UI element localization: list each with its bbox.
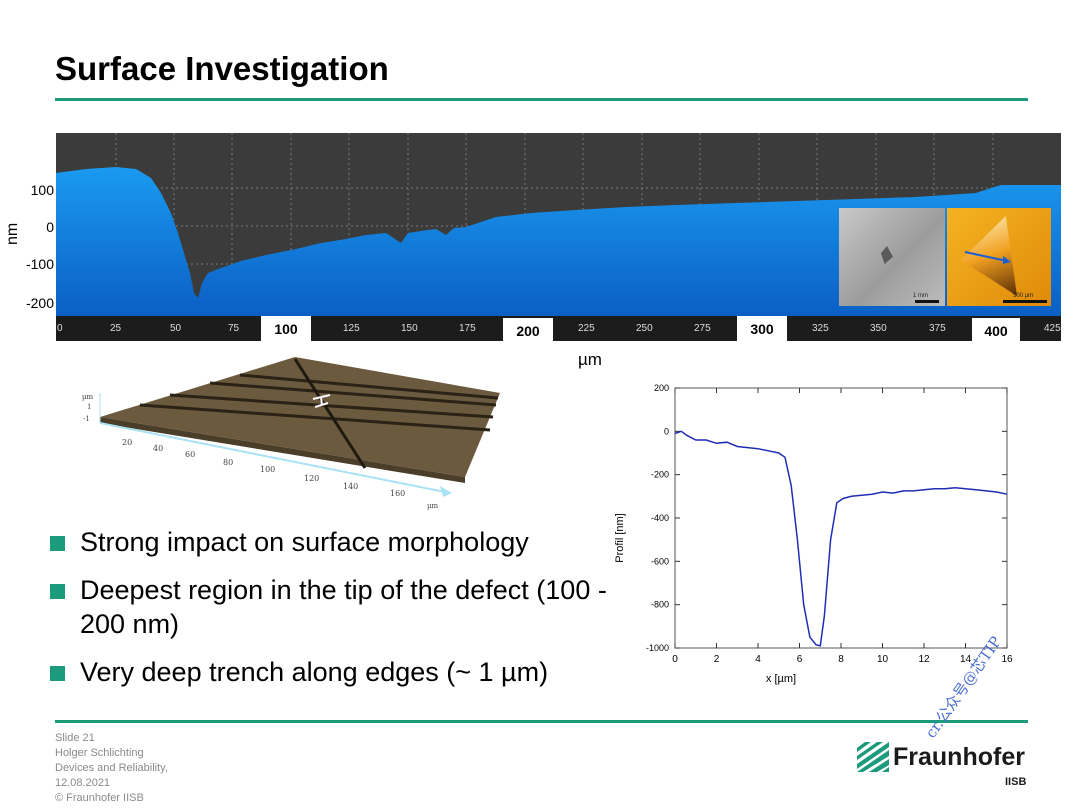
footer-copyright: © Fraunhofer IISB	[55, 792, 144, 804]
sem-scale-label: 1 mm	[913, 293, 928, 299]
profile-x-tick-major: 300	[737, 316, 787, 342]
x-tick-3d: 40	[153, 444, 163, 453]
y-tick-label: -400	[651, 513, 669, 523]
y-tick-label: -200	[651, 470, 669, 480]
bullet-item: Very deep trench along edges (~ 1 µm)	[50, 655, 610, 689]
footer-author: Holger Schlichting	[55, 747, 144, 759]
series-line	[674, 430, 1008, 647]
profile-x-tick: 350	[870, 323, 887, 334]
y-axis-label: Profil [nm]	[614, 513, 626, 563]
x-tick-label: 12	[918, 654, 930, 665]
profile-x-tick: 150	[401, 323, 418, 334]
profile-x-tick: 25	[110, 323, 122, 334]
profile-x-tick: 425	[1044, 323, 1061, 334]
x-tick-label: 4	[755, 654, 761, 665]
x-tick-3d: 20	[122, 438, 132, 447]
slide-number: Slide 21	[55, 732, 95, 744]
profile-x-tick: 175	[459, 323, 476, 334]
bullet-marker	[50, 666, 65, 681]
x-tick-label: 10	[877, 654, 889, 665]
measurement-arrow	[964, 251, 1011, 264]
profile-x-tick: 225	[578, 323, 595, 334]
z-unit: µm	[82, 393, 94, 401]
profile-x-tick-major: 100	[261, 316, 311, 342]
profile-x-tick: 75	[228, 323, 240, 334]
afm-inset-image: 500 µm	[947, 208, 1051, 306]
footer-date: 12.08.2021	[55, 777, 111, 789]
y-tick-label: 0	[664, 426, 669, 436]
footer: Slide 21 Holger Schlichting Devices and …	[55, 731, 168, 806]
x-tick-label: 2	[714, 654, 720, 665]
logo-sub: IISB	[1005, 776, 1027, 788]
bullet-marker	[50, 584, 65, 599]
z-tick: -1	[83, 415, 90, 423]
x-tick-label: 8	[838, 654, 844, 665]
afm-scale-label: 500 µm	[1013, 293, 1034, 299]
y-tick-label: -800	[651, 600, 669, 610]
profile-x-tick: 250	[636, 323, 653, 334]
fraunhofer-logo-icon	[857, 742, 889, 772]
bullet-item: Strong impact on surface morphology	[50, 525, 610, 559]
sem-scale-bar	[915, 300, 939, 303]
bullet-marker	[50, 536, 65, 551]
x-tick-3d: 80	[223, 458, 233, 467]
defect-shape	[881, 246, 893, 264]
profile-x-tick: 325	[812, 323, 829, 334]
chart-frame	[674, 387, 1008, 649]
y-tick-label: 200	[654, 383, 669, 393]
x-tick-3d: 120	[304, 474, 319, 483]
profile-y-tick: -200	[25, 295, 54, 311]
profile-x-tick: 125	[343, 323, 360, 334]
profile-y-tick: -100	[25, 256, 54, 272]
measurement-marker	[312, 394, 331, 408]
profile-y-tick: 100	[30, 182, 54, 198]
profile-x-tick: 375	[929, 323, 946, 334]
footer-rule	[55, 720, 1028, 723]
profile-x-tick: 0	[57, 323, 63, 334]
profile-x-tick-major: 200	[503, 318, 553, 342]
surface-3d-plot: µm 1 -1 20 40 60 80 100 120 140 160 µm	[82, 357, 500, 510]
title-rule	[55, 98, 1028, 101]
x-unit-3d: µm	[427, 502, 439, 510]
logo-name: Fraunhofer	[893, 743, 1025, 771]
x-tick-3d: 60	[185, 450, 195, 459]
profile-surface	[56, 167, 1061, 316]
footer-department: Devices and Reliability,	[55, 762, 168, 774]
profile-x-tick: 275	[694, 323, 711, 334]
afm-scale-bar	[1003, 300, 1047, 303]
x-tick-label: 16	[1001, 654, 1013, 665]
profile-x-tick-major: 400	[972, 318, 1020, 342]
x-tick-3d: 100	[260, 465, 275, 474]
bullet-list: Strong impact on surface morphology Deep…	[50, 525, 610, 703]
slide-title: Surface Investigation	[55, 50, 389, 87]
sem-inset-image: 1 mm	[839, 208, 945, 306]
depth-profile-chart: 0 2 4 6 8 10 12 14 16 200 0 -200 -400 -600 -800 -1000 x …	[614, 383, 1013, 685]
x-tick-label: 0	[672, 654, 678, 665]
x-tick-3d: 140	[343, 482, 358, 491]
fraunhofer-logo: Fraunhofer IISB	[857, 740, 1027, 800]
x-tick-3d: 160	[390, 489, 405, 498]
bullet-item: Deepest region in the tip of the defect …	[50, 573, 610, 641]
x-tick-label: 6	[797, 654, 803, 665]
profile-y-tick: 0	[46, 219, 54, 235]
profile-x-tick: 50	[170, 323, 182, 334]
y-tick-label: -1000	[646, 643, 669, 653]
z-tick: 1	[87, 403, 91, 411]
x-axis-label: x [µm]	[766, 673, 796, 685]
x-tick-label: 14	[960, 654, 972, 665]
profile-x-unit: µm	[578, 350, 602, 369]
y-tick-label: -600	[651, 556, 669, 566]
